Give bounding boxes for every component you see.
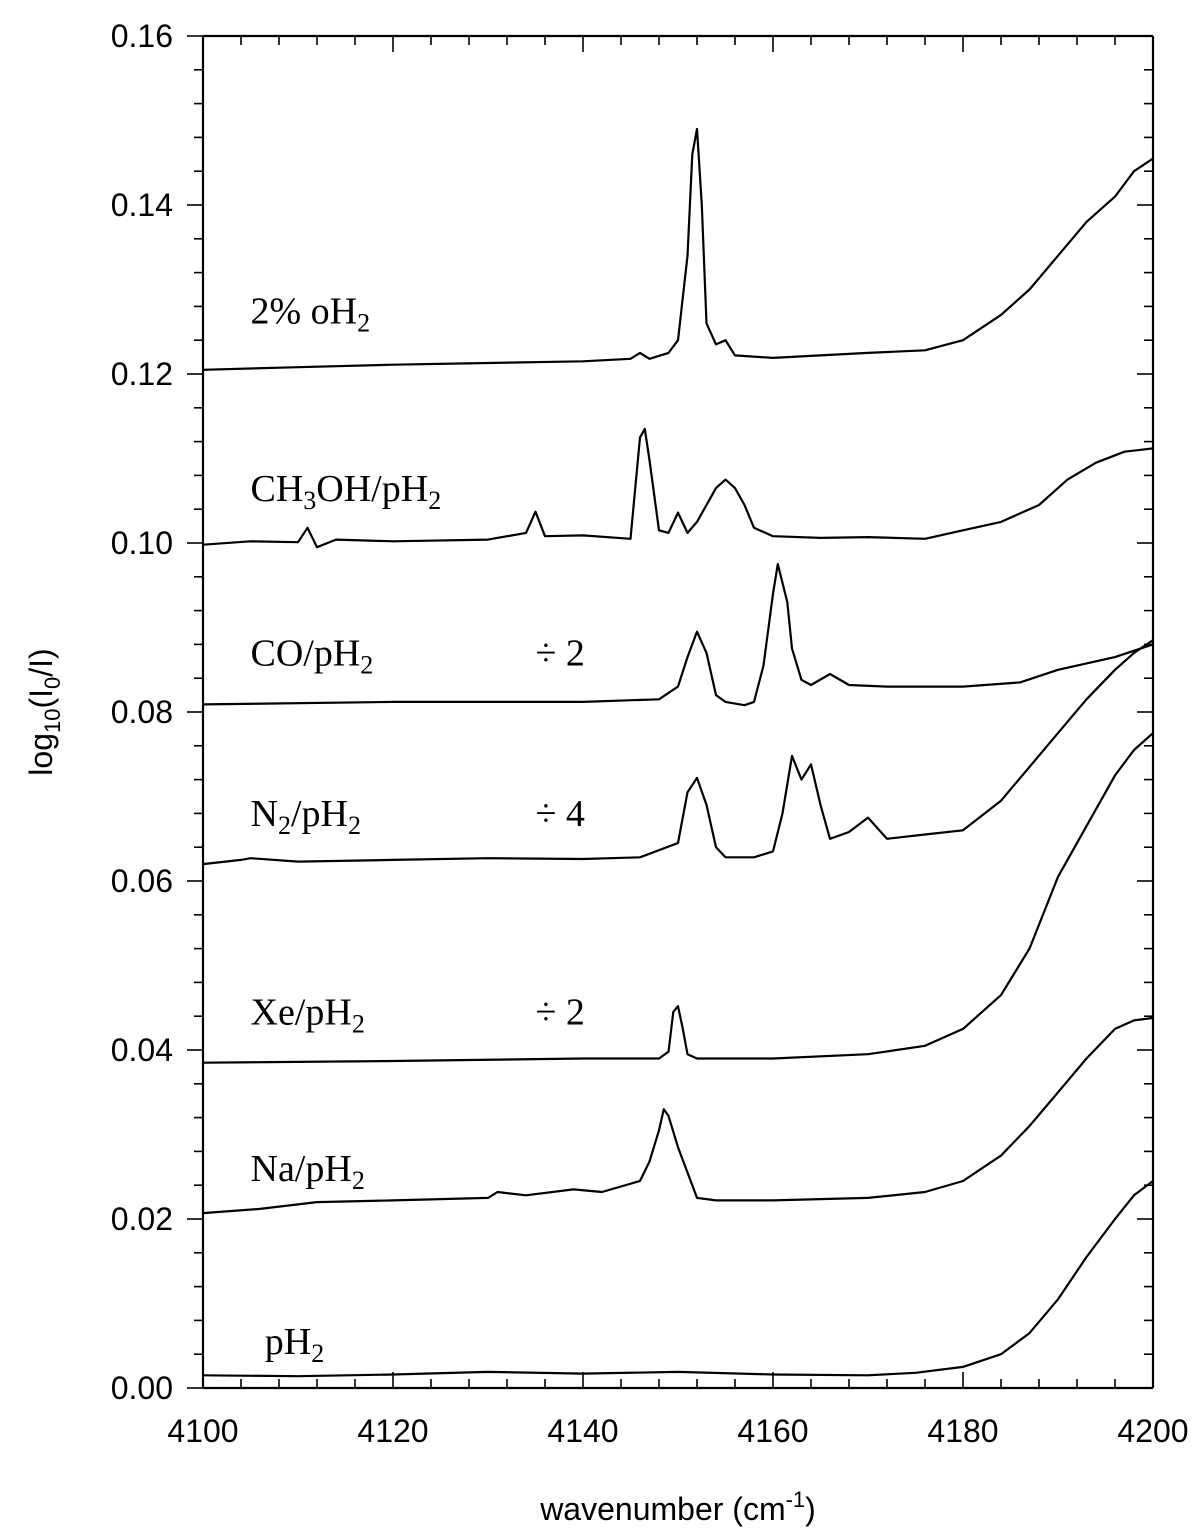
axis-ticks xyxy=(187,35,1154,1389)
series-line-4 xyxy=(202,732,1154,1064)
x-tick-label: 4100 xyxy=(167,1413,238,1449)
y-tick-label: 0.16 xyxy=(111,18,173,54)
series-line-5 xyxy=(202,1016,1154,1215)
y-tick-label: 0.04 xyxy=(111,1032,173,1068)
scale-note-3: ÷ 4 xyxy=(536,793,585,835)
y-tick-label: 0.00 xyxy=(111,1370,173,1406)
series-label-0: 2% oH2 xyxy=(251,290,371,337)
series-label-3: N2/pH2 xyxy=(251,793,361,840)
y-axis-title: log10(I0/I) xyxy=(23,648,65,775)
series-label-2: CO/pH2 xyxy=(251,633,374,680)
x-tick-label: 4160 xyxy=(737,1413,808,1449)
y-tick-label: 0.14 xyxy=(111,187,173,223)
scale-note-2: ÷ 2 xyxy=(536,633,585,675)
x-tick-label: 4200 xyxy=(1117,1413,1188,1449)
y-tick-label: 0.06 xyxy=(111,863,173,899)
series-line-6 xyxy=(202,1180,1154,1378)
series-label-6: pH2 xyxy=(265,1321,324,1368)
series-line-3 xyxy=(202,639,1154,866)
y-tick-label: 0.02 xyxy=(111,1201,173,1237)
series-line-0 xyxy=(202,127,1154,371)
series-label-5: Na/pH2 xyxy=(251,1148,365,1195)
y-tick-label: 0.08 xyxy=(111,694,173,730)
x-tick-label: 4120 xyxy=(357,1413,428,1449)
x-axis-title: wavenumber (cm-1) xyxy=(539,1487,816,1527)
series-labels: 2% oH2 CH3OH/pH2 CO/pH2 ÷ 2 N2/pH2 ÷ 4 Xe/pH2 ÷… xyxy=(251,290,585,1368)
x-tick-label: 4140 xyxy=(547,1413,618,1449)
series-lines xyxy=(202,127,1154,1378)
series-label-4: Xe/pH2 xyxy=(251,992,365,1039)
axis-titles: wavenumber (cm-1) log10(I0/I) xyxy=(23,648,816,1527)
y-tick-label: 0.10 xyxy=(111,525,173,561)
x-tick-label: 4180 xyxy=(927,1413,998,1449)
y-tick-label: 0.12 xyxy=(111,356,173,392)
series-label-1: CH3OH/pH2 xyxy=(251,468,442,515)
series-line-2 xyxy=(202,563,1154,707)
scale-note-4: ÷ 2 xyxy=(536,992,585,1034)
series-line-1 xyxy=(202,427,1154,549)
axis-tick-labels: 4100 4120 4140 4160 4180 4200 0.00 0.02 0.04 0.06… xyxy=(111,18,1189,1449)
